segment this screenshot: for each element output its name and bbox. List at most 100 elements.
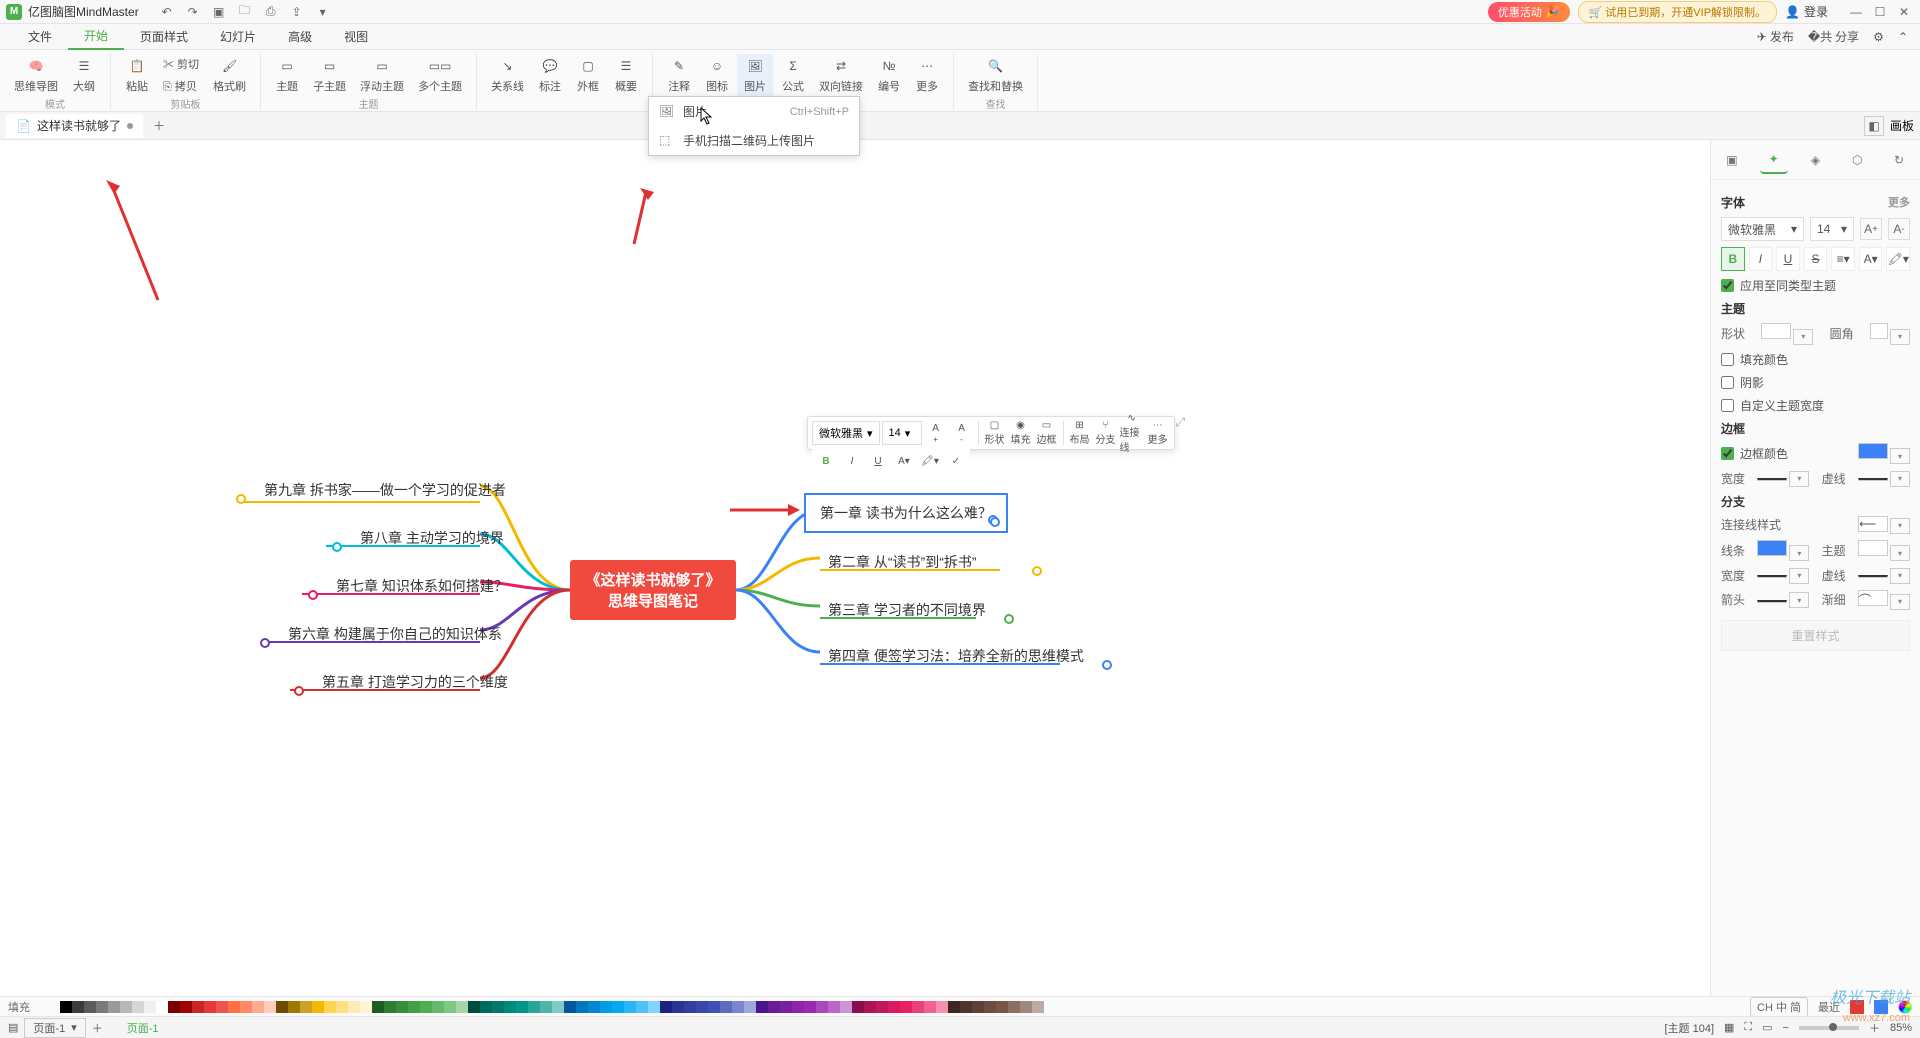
palette-color[interactable] xyxy=(732,1001,744,1013)
palette-color[interactable] xyxy=(708,1001,720,1013)
palette-color[interactable] xyxy=(456,1001,468,1013)
palette-color[interactable] xyxy=(972,1001,984,1013)
topic-node[interactable]: 第一章 读书为什么这么难？ xyxy=(804,493,1008,533)
palette-color[interactable] xyxy=(720,1001,732,1013)
palette-color[interactable] xyxy=(360,1001,372,1013)
palette-color[interactable] xyxy=(936,1001,948,1013)
export-button[interactable]: ⇪ xyxy=(289,4,305,20)
ribbon-子主题[interactable]: ▭子主题 xyxy=(307,54,352,96)
panel-toggle-button[interactable]: ◧ xyxy=(1864,116,1884,136)
ribbon-思维导图[interactable]: 🧠思维导图 xyxy=(8,54,64,96)
font-size-select[interactable]: 14▾ xyxy=(1810,217,1854,241)
line-color-select[interactable]: ▾ xyxy=(1757,540,1809,562)
decrease-font-button[interactable]: A- xyxy=(1888,218,1910,240)
ribbon-拷贝[interactable]: ⎘ 拷贝 xyxy=(157,76,205,96)
maximize-button[interactable]: ☐ xyxy=(1870,2,1890,22)
float-layout[interactable]: ⊞布局 xyxy=(1068,421,1092,445)
align-button[interactable]: ≡▾ xyxy=(1831,247,1855,271)
palette-color[interactable] xyxy=(516,1001,528,1013)
menu-tab-3[interactable]: 幻灯片 xyxy=(204,24,272,50)
palette-color[interactable] xyxy=(756,1001,768,1013)
palette-color[interactable] xyxy=(264,1001,276,1013)
palette-color[interactable] xyxy=(864,1001,876,1013)
palette-color[interactable] xyxy=(948,1001,960,1013)
palette-color[interactable] xyxy=(912,1001,924,1013)
float-font-select[interactable]: 微软雅黑 ▾ xyxy=(812,421,880,445)
float-more[interactable]: ⋯更多 xyxy=(1146,421,1170,445)
palette-color[interactable] xyxy=(900,1001,912,1013)
taper-select[interactable]: ⌒▾ xyxy=(1858,590,1910,610)
palette-color[interactable] xyxy=(312,1001,324,1013)
ribbon-查找和替换[interactable]: 🔍查找和替换 xyxy=(962,54,1029,96)
palette-color[interactable] xyxy=(672,1001,684,1013)
palette-color[interactable] xyxy=(204,1001,216,1013)
ribbon-关系线[interactable]: ↘关系线 xyxy=(485,54,530,96)
branch-dash-select[interactable]: ▾ xyxy=(1858,567,1910,584)
italic-button[interactable]: I xyxy=(1749,247,1773,271)
minimize-button[interactable]: — xyxy=(1846,2,1866,22)
zoom-slider[interactable] xyxy=(1799,1026,1859,1030)
add-tab-button[interactable]: ＋ xyxy=(149,116,169,136)
bold-button[interactable]: B xyxy=(1721,247,1745,271)
palette-color[interactable] xyxy=(252,1001,264,1013)
settings-icon[interactable]: ⚙ xyxy=(1873,30,1884,44)
palette-color[interactable] xyxy=(684,1001,696,1013)
palette-color[interactable] xyxy=(1032,1001,1044,1013)
float-size-select[interactable]: 14 ▾ xyxy=(882,421,922,445)
panel-tab-style[interactable]: ▣ xyxy=(1718,146,1746,174)
open-button[interactable]: 🗀 xyxy=(237,4,253,20)
palette-color[interactable] xyxy=(180,1001,192,1013)
panel-tab-tag[interactable]: ◈ xyxy=(1801,146,1829,174)
palette-color[interactable] xyxy=(384,1001,396,1013)
palette-color[interactable] xyxy=(144,1001,156,1013)
page-tab[interactable]: 页面-1 xyxy=(127,1020,159,1036)
zoom-out[interactable]: − xyxy=(1783,1022,1789,1034)
palette-color[interactable] xyxy=(576,1001,588,1013)
ribbon-双向链接[interactable]: ⇄双向链接 xyxy=(813,54,869,96)
menu-tab-4[interactable]: 高级 xyxy=(272,24,328,50)
palette-color[interactable] xyxy=(660,1001,672,1013)
palette-color[interactable] xyxy=(468,1001,480,1013)
float-branch[interactable]: ⑂分支 xyxy=(1094,421,1118,445)
shadow-check[interactable]: 阴影 xyxy=(1721,374,1910,391)
dropdown-item-image[interactable]: 🖼 图片 Ctrl+Shift+P xyxy=(649,97,859,126)
palette-color[interactable] xyxy=(420,1001,432,1013)
palette-color[interactable] xyxy=(528,1001,540,1013)
panel-tab-icon[interactable]: ⬡ xyxy=(1843,146,1871,174)
save-button[interactable]: ▣ xyxy=(211,4,227,20)
collapse-ribbon-icon[interactable]: ⌃ xyxy=(1898,30,1908,44)
float-underline[interactable]: U xyxy=(866,449,890,473)
palette-color[interactable] xyxy=(552,1001,564,1013)
ribbon-更多[interactable]: ⋯更多 xyxy=(909,54,945,96)
ribbon-格式刷[interactable]: 🖌格式刷 xyxy=(207,54,252,96)
palette-color[interactable] xyxy=(156,1001,168,1013)
apply-same-check[interactable]: 应用至同类型主题 xyxy=(1721,277,1910,294)
ribbon-标注[interactable]: 💬标注 xyxy=(532,54,568,96)
palette-color[interactable] xyxy=(780,1001,792,1013)
ribbon-浮动主题[interactable]: ▭浮动主题 xyxy=(354,54,410,96)
close-button[interactable]: ✕ xyxy=(1894,2,1914,22)
float-fill[interactable]: ◉填充 xyxy=(1009,421,1033,445)
palette-color[interactable] xyxy=(816,1001,828,1013)
float-decrease-font[interactable]: A- xyxy=(950,421,974,445)
branch-width-select[interactable]: ▾ xyxy=(1757,567,1809,584)
palette-color[interactable] xyxy=(852,1001,864,1013)
palette-color[interactable] xyxy=(492,1001,504,1013)
conn-style-select[interactable]: ⟵▾ xyxy=(1858,516,1910,534)
highlight-button[interactable]: 🖍▾ xyxy=(1886,247,1910,271)
topic-node[interactable]: 第八章 主动学习的境界 xyxy=(348,522,516,554)
palette-color[interactable] xyxy=(612,1001,624,1013)
palette-color[interactable] xyxy=(300,1001,312,1013)
palette-color[interactable] xyxy=(216,1001,228,1013)
topic-node[interactable]: 第七章 知识体系如何搭建？ xyxy=(324,570,520,602)
topic-node[interactable]: 第九章 拆书家——做一个学习的促进者 xyxy=(252,474,518,506)
page-list-icon[interactable]: ▤ xyxy=(8,1021,18,1034)
palette-color[interactable] xyxy=(444,1001,456,1013)
float-highlight[interactable]: 🖍▾ xyxy=(918,449,942,473)
palette-color[interactable] xyxy=(372,1001,384,1013)
document-tab[interactable]: 📄 这样读书就够了 xyxy=(6,114,143,138)
topic-node[interactable]: 第三章 学习者的不同境界 xyxy=(816,594,998,626)
increase-font-button[interactable]: A+ xyxy=(1860,218,1882,240)
palette-color[interactable] xyxy=(336,1001,348,1013)
float-close[interactable]: ⤢ xyxy=(1176,415,1190,429)
